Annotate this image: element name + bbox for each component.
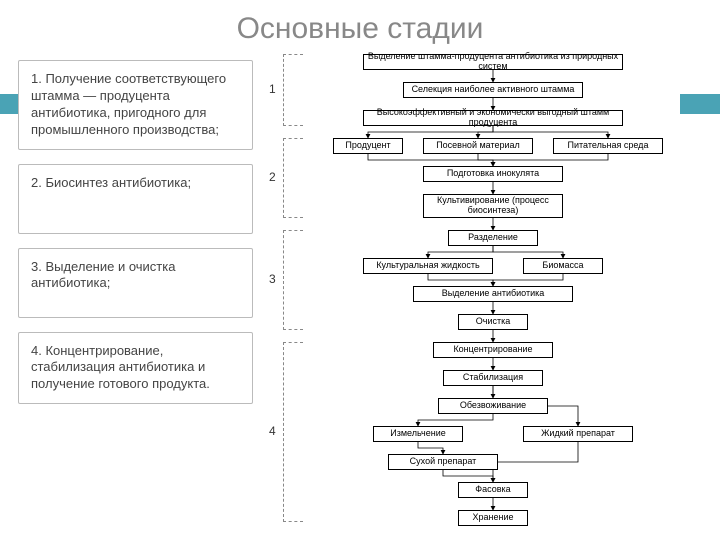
flow-node: Разделение (448, 230, 538, 246)
flow-node: Стабилизация (443, 370, 543, 386)
flow-node: Измельчение (373, 426, 463, 442)
flow-node: Подготовка инокулята (423, 166, 563, 182)
flow-node: Культивирование (процесс биосинтеза) (423, 194, 563, 218)
stage-card: 2. Биосинтез антибиотика; (18, 164, 253, 234)
flow-node: Хранение (458, 510, 528, 526)
flow-node: Сухой препарат (388, 454, 498, 470)
flow-node: Продуцент (333, 138, 403, 154)
bracket-number: 2 (269, 170, 276, 184)
bracket-number: 1 (269, 82, 276, 96)
bracket-number: 4 (269, 424, 276, 438)
flow-node: Выделение антибиотика (413, 286, 573, 302)
flow-node: Биомасса (523, 258, 603, 274)
flow-node: Фасовка (458, 482, 528, 498)
flow-node: Высокоэффективный и экономически выгодны… (363, 110, 623, 126)
flow-node: Жидкий препарат (523, 426, 633, 442)
flow-node: Концентрирование (433, 342, 553, 358)
flow-node: Обезвоживание (438, 398, 548, 414)
bracket-number: 3 (269, 272, 276, 286)
stage-text: 1. Получение соответствующего штамма — п… (31, 71, 240, 139)
stage-text: 3. Выделение и очистка антибиотика; (31, 259, 240, 293)
flow-node: Выделение штамма-продуцента антибиотика … (363, 54, 623, 70)
stage-bracket (283, 230, 303, 330)
accent-left (0, 94, 18, 114)
page-title: Основные стадии (0, 0, 720, 54)
stage-bracket (283, 138, 303, 218)
stage-bracket (283, 342, 303, 522)
stage-text: 2. Биосинтез антибиотика; (31, 175, 191, 192)
flow-canvas: Выделение штамма-продуцента антибиотика … (253, 54, 702, 524)
flowchart: Выделение штамма-продуцента антибиотика … (253, 54, 702, 524)
flow-node: Селекция наиболее активного штамма (403, 82, 583, 98)
flow-node: Посевной материал (423, 138, 533, 154)
flow-node: Очистка (458, 314, 528, 330)
main-layout: 1. Получение соответствующего штамма — п… (0, 54, 720, 524)
stage-card: 3. Выделение и очистка антибиотика; (18, 248, 253, 318)
stage-list: 1. Получение соответствующего штамма — п… (18, 54, 253, 524)
flow-node: Питательная среда (553, 138, 663, 154)
stage-card: 4. Концентрирование, стабилизация антиби… (18, 332, 253, 405)
stage-bracket (283, 54, 303, 126)
stage-card: 1. Получение соответствующего штамма — п… (18, 60, 253, 150)
stage-text: 4. Концентрирование, стабилизация антиби… (31, 343, 240, 394)
flow-node: Культуральная жидкость (363, 258, 493, 274)
